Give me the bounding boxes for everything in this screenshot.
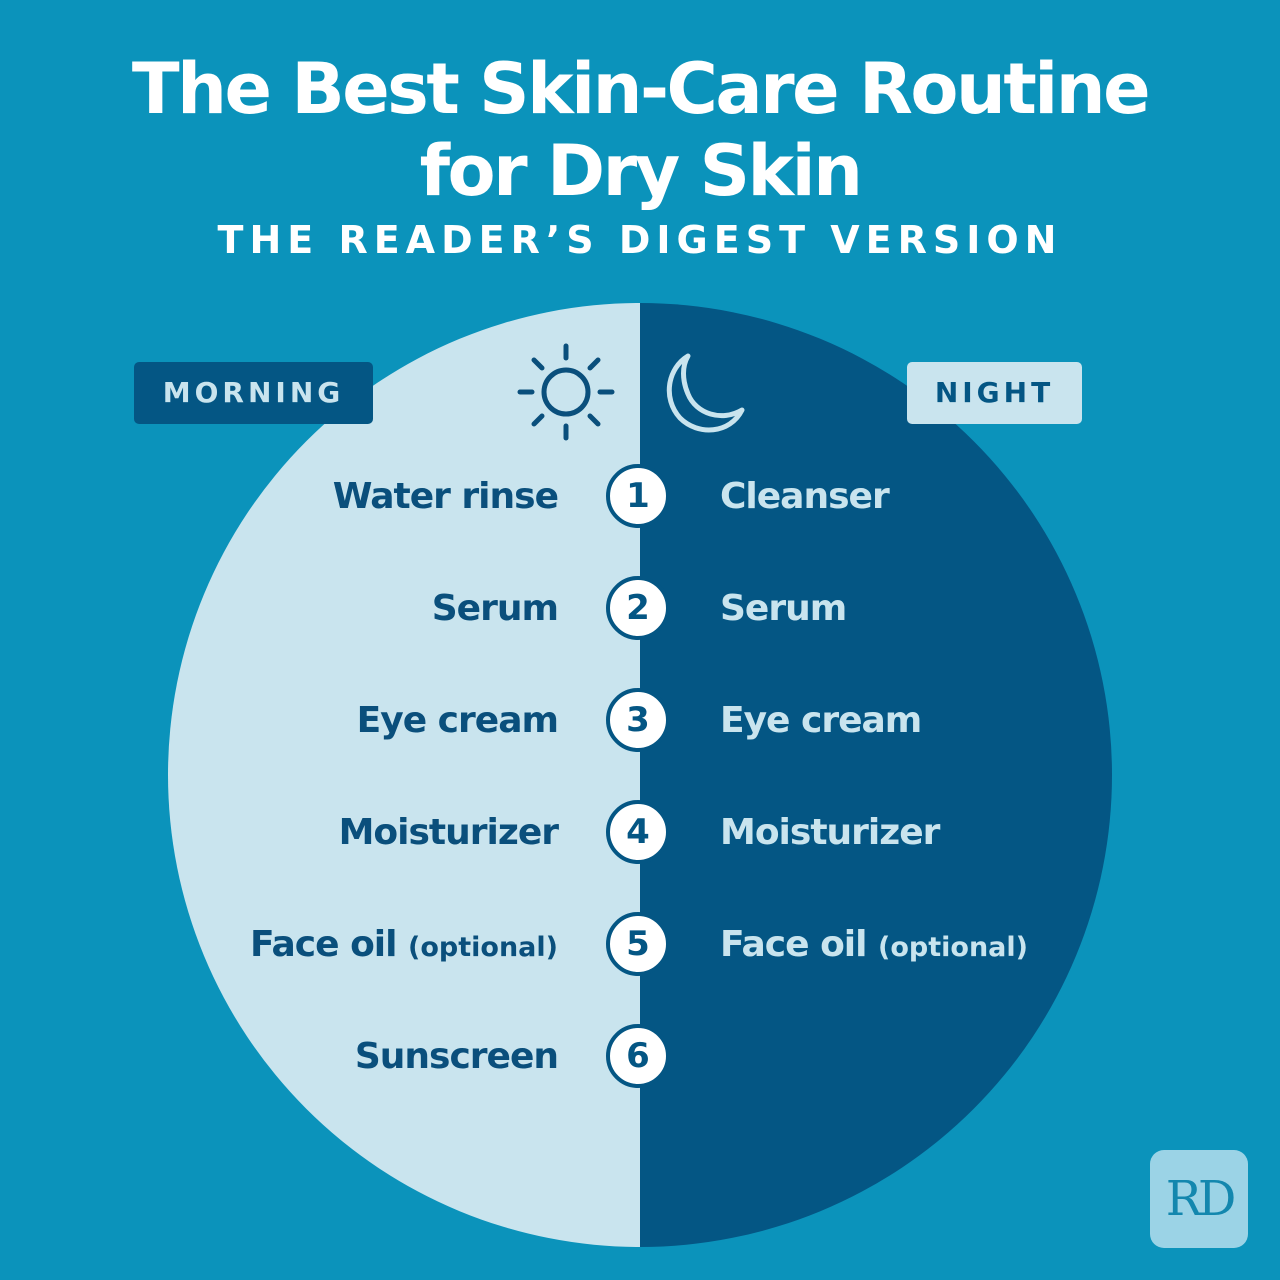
morning-step-6: Sunscreen — [354, 1036, 559, 1077]
optional-note: (optional) — [408, 932, 558, 963]
morning-step-4: Moisturizer — [338, 812, 559, 853]
page-title: The Best Skin-Care Routine for Dry Skin — [0, 48, 1280, 212]
routine-circle — [168, 303, 1112, 1247]
title-line-1: The Best Skin-Care Routine — [131, 48, 1151, 130]
title-line-2: for Dry Skin — [419, 130, 863, 212]
night-step-3: Eye cream — [720, 700, 922, 741]
optional-note: (optional) — [878, 932, 1028, 963]
rd-logo: RD — [1150, 1150, 1248, 1248]
morning-step-2: Serum — [431, 588, 559, 629]
step-number-6: 6 — [606, 1024, 670, 1088]
morning-step-1: Water rinse — [332, 476, 559, 517]
step-number-4: 4 — [606, 800, 670, 864]
step-number-1: 1 — [606, 464, 670, 528]
night-step-2: Serum — [720, 588, 847, 629]
step-number-5: 5 — [606, 912, 670, 976]
morning-label: MORNING — [134, 362, 373, 424]
morning-step-5: Face oil (optional) — [250, 924, 558, 965]
night-step-4: Moisturizer — [720, 812, 940, 853]
step-number-2: 2 — [606, 576, 670, 640]
sun-icon — [517, 343, 615, 441]
subtitle: THE READER’S DIGEST VERSION — [217, 218, 1063, 262]
night-label: NIGHT — [907, 362, 1082, 424]
step-number-3: 3 — [606, 688, 670, 752]
night-step-1: Cleanser — [720, 476, 890, 517]
morning-half — [168, 303, 640, 1247]
night-half — [640, 303, 1112, 1247]
night-step-5: Face oil (optional) — [720, 924, 1028, 965]
moon-icon — [666, 353, 745, 433]
morning-step-3: Eye cream — [356, 700, 559, 741]
